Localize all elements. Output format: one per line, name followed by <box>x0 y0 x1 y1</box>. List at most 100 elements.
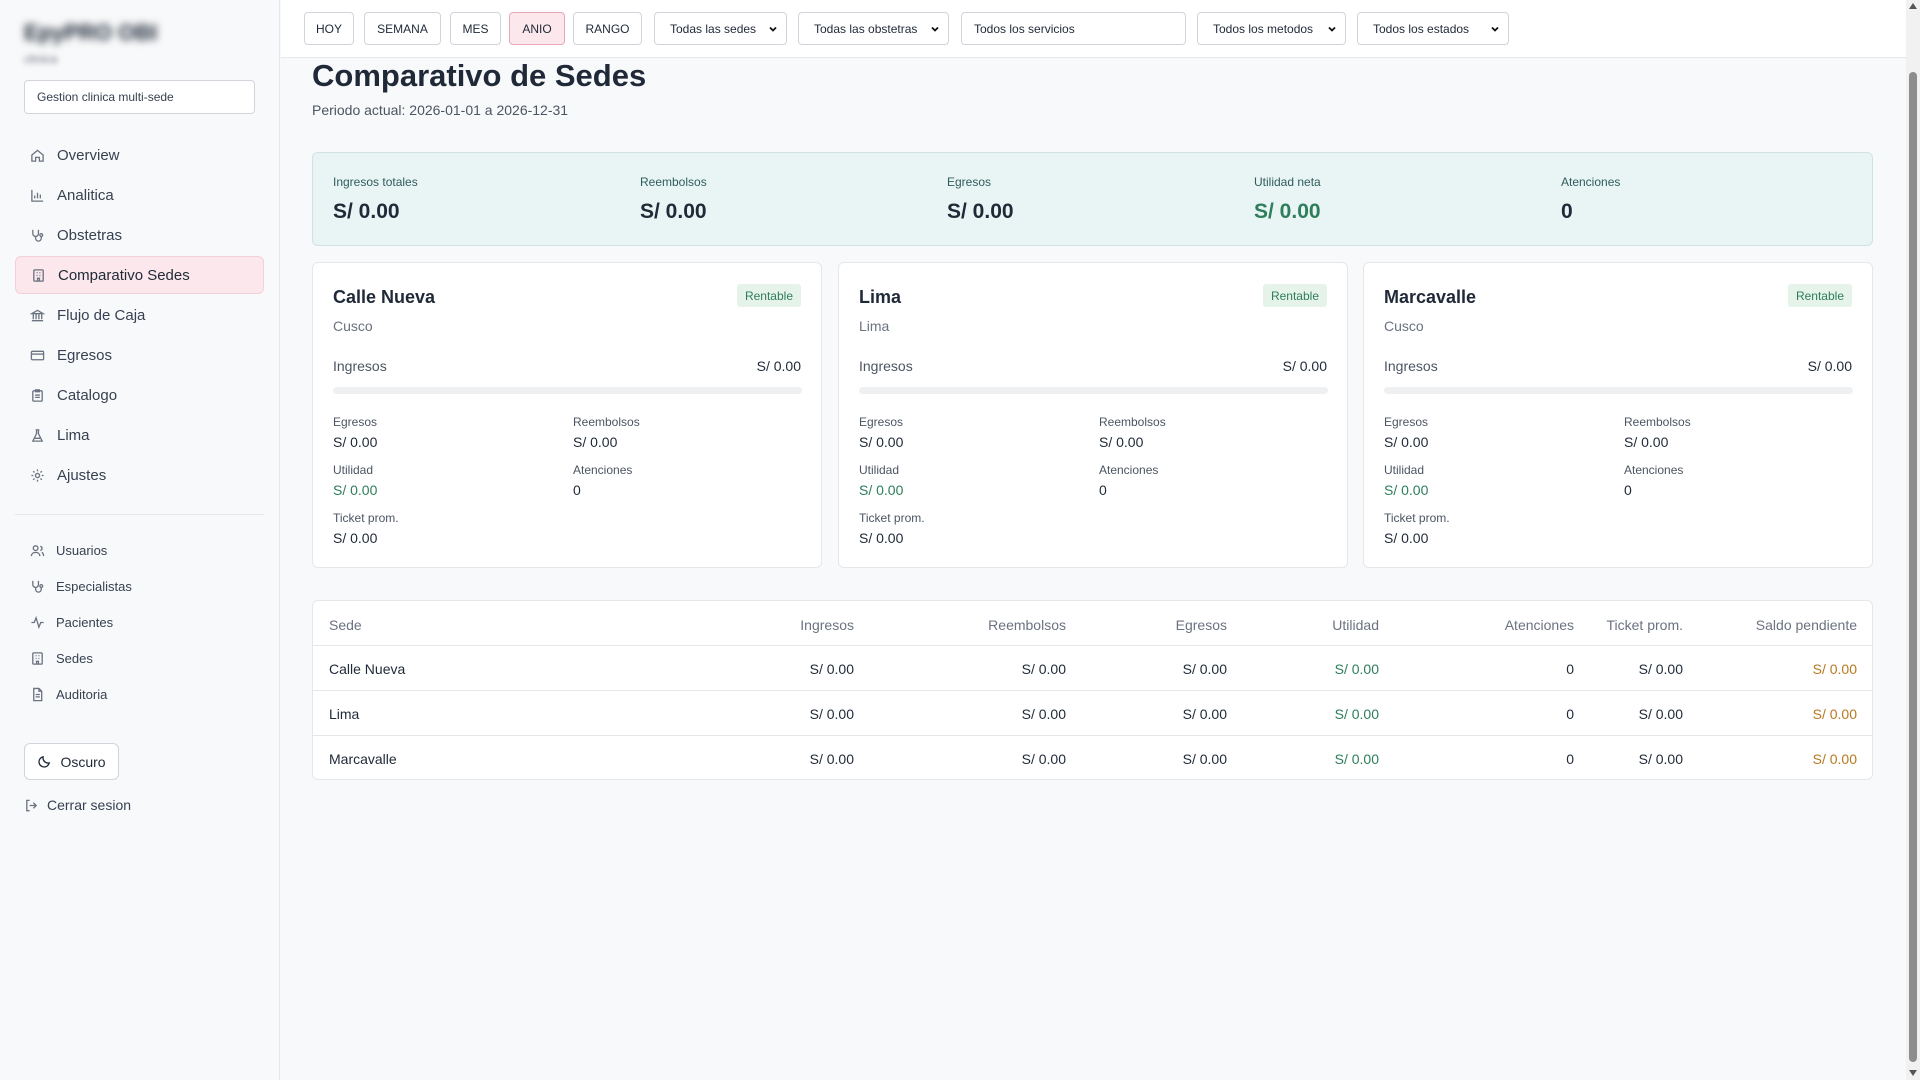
sidebar-item-label: Usuarios <box>56 542 108 558</box>
ingresos-label: Ingresos <box>859 358 913 374</box>
sidebar-context-field[interactable]: Gestion clinica multi-sede <box>24 80 255 114</box>
activity-icon <box>29 614 45 630</box>
metric-label: Egresos <box>333 415 378 429</box>
cell-utilidad: S/ 0.00 <box>1334 706 1379 722</box>
sede-card-marcavalle: Marcavalle Cusco Rentable Ingresos S/ 0.… <box>1363 262 1873 568</box>
scroll-down-arrow-icon[interactable] <box>1909 1070 1917 1076</box>
ingresos-progress-bar <box>1384 387 1853 394</box>
sidebar-item-catalogo[interactable]: Catalogo <box>15 376 264 414</box>
ingresos-value: S/ 0.00 <box>1807 358 1852 374</box>
cell-egresos: S/ 0.00 <box>1182 661 1227 677</box>
sidebar-item-label: Ajustes <box>57 466 107 484</box>
sidebar-item-pacientes[interactable]: Pacientes <box>15 605 264 639</box>
column-header-utilidad: Utilidad <box>1332 617 1379 633</box>
scroll-up-arrow-icon[interactable] <box>1909 3 1917 9</box>
sede-card-lima: Lima Lima Rentable Ingresos S/ 0.00 Egre… <box>838 262 1348 568</box>
sidebar-item-comparativo-sedes[interactable]: Comparativo Sedes <box>15 256 264 294</box>
sede-select[interactable]: Todas las sedes <box>654 12 787 45</box>
period-rango-button[interactable]: RANGO <box>573 12 642 45</box>
metric-label: Egresos <box>1384 415 1429 429</box>
sidebar-item-lima[interactable]: Lima <box>15 416 264 454</box>
scrollbar-thumb[interactable] <box>1909 72 1917 1062</box>
column-header-reembolsos: Reembolsos <box>988 617 1066 633</box>
metric-label: Reembolsos <box>1099 415 1166 429</box>
sidebar-item-especialistas[interactable]: Especialistas <box>15 569 264 603</box>
metric-atenciones: Atenciones 0 <box>573 463 632 498</box>
sidebar-item-label: Pacientes <box>56 614 114 630</box>
metric-value: S/ 0.00 <box>1099 434 1144 450</box>
brand: EpyPRO OBI clinica <box>24 20 157 66</box>
column-header-atenciones: Atenciones <box>1504 617 1574 633</box>
metric-atenciones: Atenciones 0 <box>1099 463 1158 498</box>
summary-reembolsos: Reembolsos S/ 0.00 <box>640 175 707 224</box>
theme-toggle-button[interactable]: Oscuro <box>24 743 119 780</box>
theme-toggle-label: Oscuro <box>60 753 106 770</box>
status-badge: Rentable <box>1262 284 1327 307</box>
sidebar-item-overview[interactable]: Overview <box>15 136 264 174</box>
estado-select[interactable]: Todos los estados <box>1357 12 1509 45</box>
summary-value: S/ 0.00 <box>333 200 400 223</box>
metric-value: S/ 0.00 <box>1384 434 1429 450</box>
metric-label: Atenciones <box>573 463 633 477</box>
metric-label: Atenciones <box>1624 463 1684 477</box>
cell-utilidad: S/ 0.00 <box>1334 661 1379 677</box>
logout-link[interactable]: Cerrar sesion <box>24 797 131 813</box>
metric-label: Egresos <box>859 415 904 429</box>
cell-sede: Calle Nueva <box>329 661 406 677</box>
metric-label: Utilidad <box>859 463 900 477</box>
building-icon <box>30 267 46 283</box>
period-semana-button[interactable]: SEMANA <box>364 12 441 45</box>
cell-ingresos: S/ 0.00 <box>809 751 854 767</box>
period-anio-button[interactable]: ANIO <box>509 12 565 45</box>
ingresos-progress-bar <box>859 387 1328 394</box>
period-hoy-button[interactable]: HOY <box>304 12 354 45</box>
period-subtitle: Periodo actual: 2026-01-01 a 2026-12-31 <box>312 102 569 118</box>
ingresos-label: Ingresos <box>1384 358 1438 374</box>
page-scrollbar[interactable] <box>1906 0 1920 1080</box>
cell-ingresos: S/ 0.00 <box>809 706 854 722</box>
metric-reembolsos: Reembolsos S/ 0.00 <box>1099 415 1166 450</box>
sidebar-item-egresos[interactable]: Egresos <box>15 336 264 374</box>
sidebar-item-label: Sedes <box>56 650 93 666</box>
cell-atenciones: 0 <box>1566 661 1574 677</box>
metric-label: Atenciones <box>1099 463 1159 477</box>
cell-reembolsos: S/ 0.00 <box>1021 661 1066 677</box>
sidebar-item-label: Flujo de Caja <box>57 306 146 324</box>
metric-label: Reembolsos <box>573 415 640 429</box>
column-header-ingresos: Ingresos <box>800 617 854 633</box>
sidebar-item-label: Analitica <box>57 186 114 204</box>
cell-atenciones: 0 <box>1566 706 1574 722</box>
chevron-down-icon <box>768 24 778 34</box>
sidebar-item-obstetras[interactable]: Obstetras <box>15 216 264 254</box>
summary-label: Utilidad neta <box>1254 175 1321 189</box>
sidebar-item-analitica[interactable]: Analitica <box>15 176 264 214</box>
brand-name: EpyPRO OBI <box>24 20 158 45</box>
servicios-input[interactable]: Todos los servicios <box>961 12 1186 45</box>
sidebar-item-flujo-de-caja[interactable]: Flujo de Caja <box>15 296 264 334</box>
cell-reembolsos: S/ 0.00 <box>1021 706 1066 722</box>
sidebar-item-auditoria[interactable]: Auditoria <box>15 677 264 711</box>
sidebar-item-sedes[interactable]: Sedes <box>15 641 264 675</box>
sidebar-item-label: Obstetras <box>57 226 123 244</box>
period-mes-button[interactable]: MES <box>450 12 501 45</box>
cell-utilidad: S/ 0.00 <box>1334 751 1379 767</box>
ingresos-progress-bar <box>333 387 802 394</box>
obstetra-select-value: Todas las obstetras <box>814 21 918 36</box>
sede-card-calle-nueva: Calle Nueva Cusco Rentable Ingresos S/ 0… <box>312 262 822 568</box>
sidebar-item-label: Overview <box>57 146 120 164</box>
obstetra-select[interactable]: Todas las obstetras <box>798 12 949 45</box>
metric-reembolsos: Reembolsos S/ 0.00 <box>573 415 640 450</box>
metodo-select[interactable]: Todos los metodos <box>1197 12 1346 45</box>
metric-value: S/ 0.00 <box>573 434 618 450</box>
summary-value: S/ 0.00 <box>947 200 1014 223</box>
summary-value: S/ 0.00 <box>1254 200 1321 223</box>
metric-value: 0 <box>573 482 581 498</box>
logout-icon <box>24 798 39 813</box>
table-row: Marcavalle S/ 0.00 S/ 0.00 S/ 0.00 S/ 0.… <box>313 735 1872 780</box>
metric-value: 0 <box>1624 482 1632 498</box>
metric-ticket: Ticket prom. S/ 0.00 <box>859 511 925 546</box>
sidebar-item-usuarios[interactable]: Usuarios <box>15 533 264 567</box>
sidebar-item-ajustes[interactable]: Ajustes <box>15 456 264 494</box>
credit-card-icon <box>29 347 45 363</box>
column-header-ticket: Ticket prom. <box>1606 617 1684 633</box>
